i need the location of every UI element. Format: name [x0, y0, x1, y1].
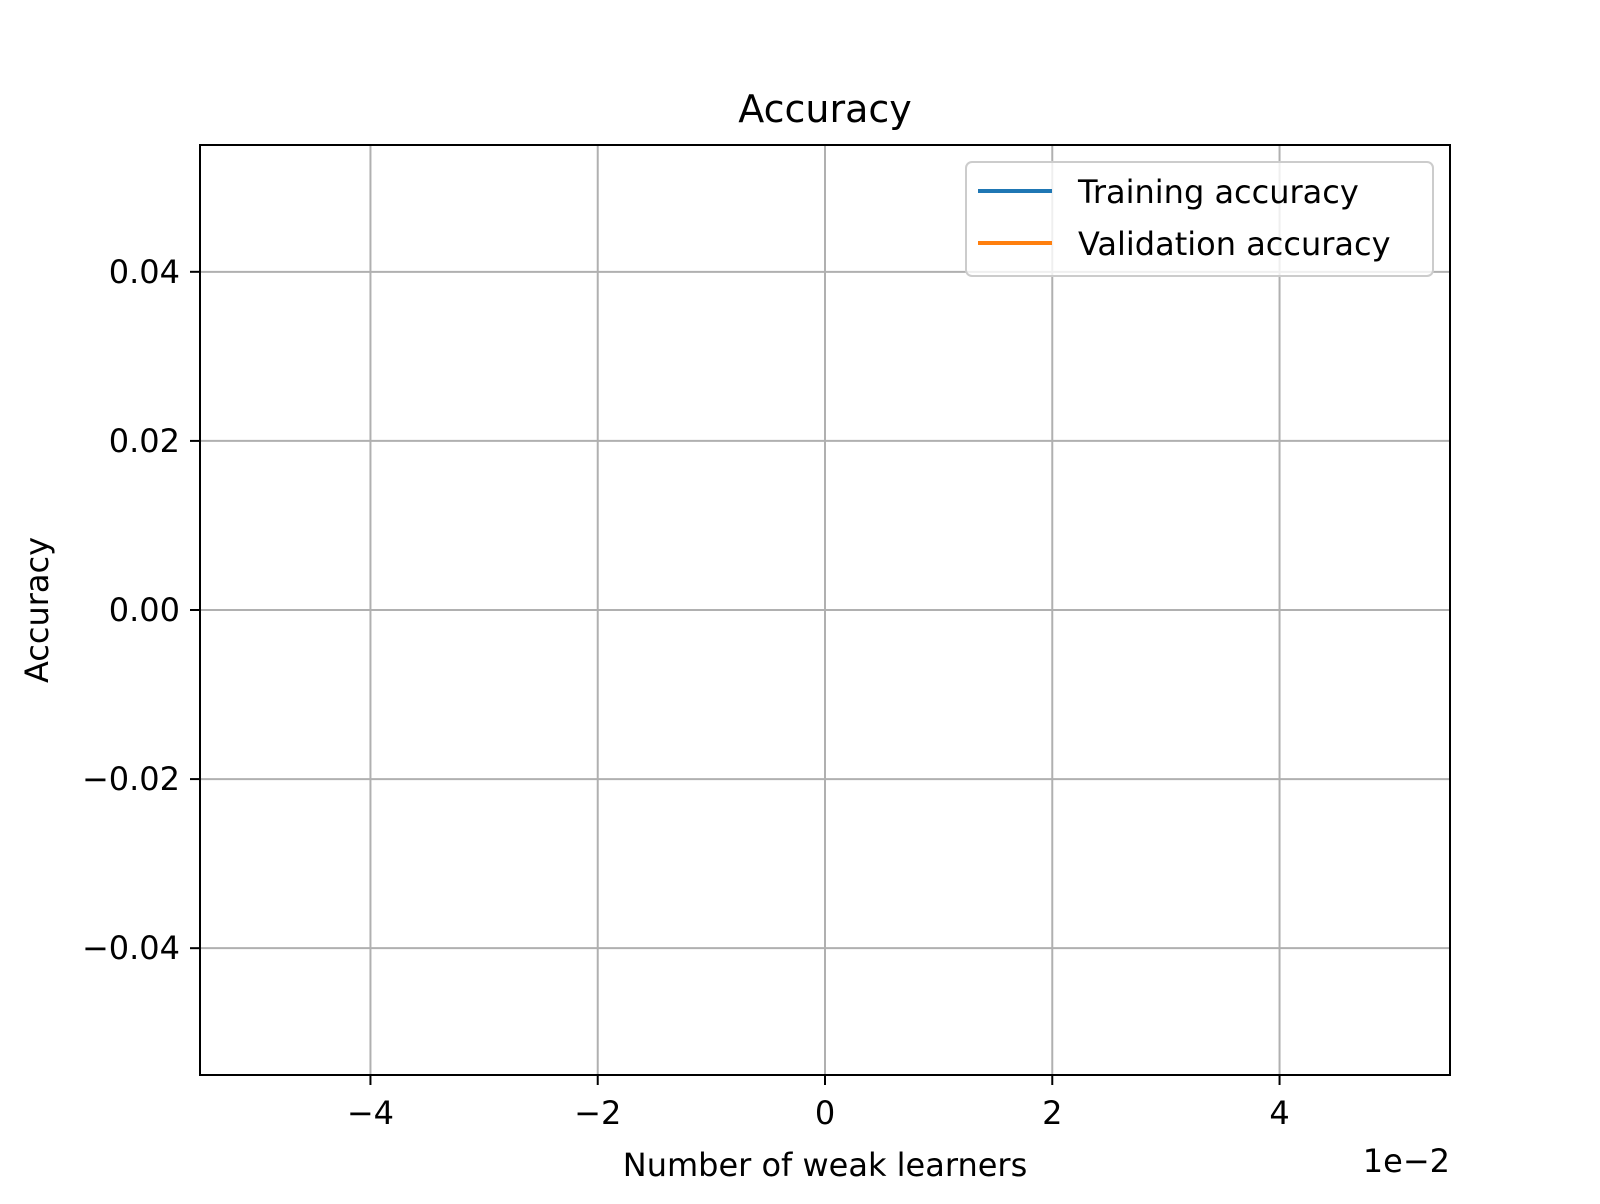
x-tick-label: 0 — [815, 1094, 835, 1132]
legend-box — [965, 161, 1434, 277]
y-tick-label: −0.02 — [82, 760, 180, 798]
y-tick-label: 0.00 — [109, 591, 180, 629]
y-tick-label: 0.04 — [109, 253, 180, 291]
legend-label-validation: Validation accuracy — [1078, 225, 1391, 263]
x-axis-label: Number of weak learners — [623, 1146, 1027, 1184]
legend: Training accuracy Validation accuracy — [965, 161, 1434, 277]
legend-label-training: Training accuracy — [1077, 173, 1359, 211]
y-axis-label: Accuracy — [18, 537, 56, 683]
y-tick-label: 0.02 — [109, 422, 180, 460]
x-axis-offset-text: 1e−2 — [1363, 1142, 1450, 1180]
x-tick-label: −4 — [347, 1094, 394, 1132]
chart-title: Accuracy — [738, 87, 912, 131]
axis-ticks: −4 −2 0 2 4 −0.04 −0.02 0.00 0.02 0.04 — [82, 253, 1290, 1132]
y-tick-label: −0.04 — [82, 929, 180, 967]
x-tick-label: 2 — [1042, 1094, 1062, 1132]
x-tick-label: 4 — [1269, 1094, 1289, 1132]
x-tick-label: −2 — [574, 1094, 621, 1132]
